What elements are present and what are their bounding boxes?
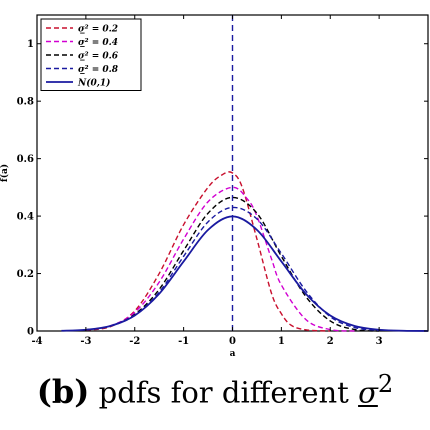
series-line-sigma-0-4 [85,186,355,332]
y-tick-label: 1 [27,39,34,50]
data-lines [61,15,429,332]
axes: -4 -3 -2 -1 0 1 2 3 0 0.2 0.4 0.6 0.8 1 a f(a) [0,15,428,359]
caption-label: (b) [36,372,90,411]
x-tick-label: -2 [129,336,140,347]
x-tick-label: -3 [80,336,91,347]
series-line-normal-0-1 [61,215,429,332]
x-tick-label: -4 [31,336,42,347]
y-axis-label: f(a) [0,164,10,182]
series-line-sigma-0-6 [85,196,380,332]
y-tick-label: 0 [27,327,34,338]
series-line-sigma-0-2 [85,171,331,332]
x-tick-label: 0 [229,336,236,347]
legend-label-normal-0-1: N(0,1) [77,78,110,89]
x-tick-label: -1 [178,336,189,347]
figure-caption: (b) pdfs for different σ2 [0,370,430,411]
caption-superscript: 2 [377,370,394,398]
legend-label-sigma-0-6: σ̲² = 0.6 [78,52,119,62]
caption-text: pdfs for different [98,375,349,410]
x-axis-label: a [230,349,236,359]
y-tick-label: 0.6 [17,154,34,165]
legend-label-sigma-0-4: σ̲² = 0.4 [78,38,118,48]
x-tick-label: 1 [278,336,285,347]
y-tick-label: 0.4 [17,212,34,223]
legend-label-sigma-0-2: σ̲² = 0.2 [78,25,118,35]
x-tick-label: 3 [376,336,383,347]
y-tick-label: 0.2 [17,269,34,280]
caption-symbol: σ [358,375,378,410]
legend-label-sigma-0-8: σ̲² = 0.8 [78,65,119,75]
legend: σ̲² = 0.2 σ̲² = 0.4 σ̲² = 0.6 σ̲² = 0.8 N(0,… [40,18,142,91]
x-tick-label: 2 [327,336,334,347]
y-tick-label: 0.8 [17,97,34,108]
